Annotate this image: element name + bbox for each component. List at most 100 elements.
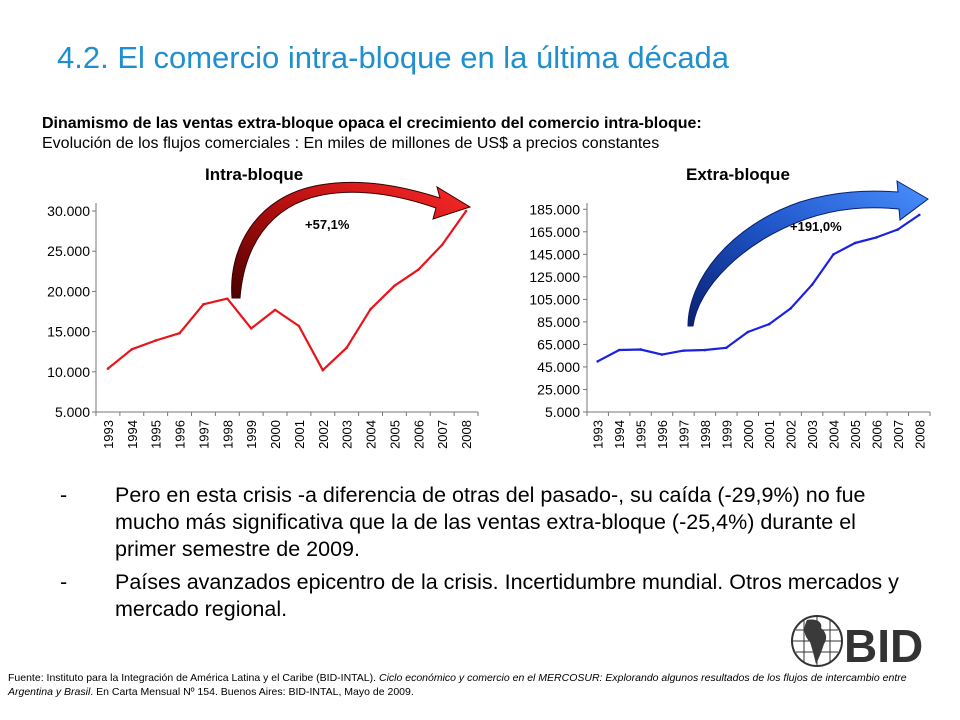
footer-part2: Ciclo económico y comercio en el MERCOSU… — [8, 672, 907, 698]
bullet-list: - Pero en esta crisis -a diferencia de o… — [60, 482, 900, 629]
x-tick-label: 2000 — [268, 420, 283, 449]
data-point — [617, 348, 621, 352]
data-point — [178, 331, 181, 335]
series-line — [107, 210, 467, 372]
x-tick-label: 2005 — [848, 420, 863, 449]
slide-subtitle: Dinamismo de las ventas extra-bloque opa… — [42, 114, 942, 154]
x-tick-label: 2006 — [869, 420, 884, 449]
data-point — [767, 322, 771, 326]
x-tick-label: 1998 — [220, 420, 235, 449]
series-line — [597, 213, 920, 363]
data-point — [202, 302, 205, 306]
charts-canvas: 5.000 10.000 15.000 20.000 25.000 30.000 1993 1… — [47, 180, 931, 449]
x-tick-label: 2007 — [891, 420, 906, 449]
footer-source: Fuente: Instituto para la Integración de… — [8, 671, 953, 699]
footer-part1: Fuente: Instituto para la Integración de… — [8, 672, 379, 684]
x-tick-label: 2008 — [912, 420, 927, 449]
bullet-text: Pero en esta crisis -a diferencia de otr… — [115, 483, 866, 561]
x-tick-label: 2000 — [741, 420, 756, 449]
bullet-item: - Países avanzados epicentro de la crisi… — [60, 569, 900, 623]
y-tick-label: 15.000 — [47, 324, 90, 340]
data-point — [321, 368, 325, 372]
data-point — [875, 236, 878, 239]
annotation-extra: +191,0% — [790, 219, 842, 234]
x-tick-label: 1993 — [101, 420, 116, 449]
x-tick-label: 2004 — [827, 420, 842, 449]
subtitle-normal: Evolución de los flujos comerciales : En… — [42, 135, 660, 152]
y-tick-label: 10.000 — [47, 364, 90, 380]
y-tick-label: 65.000 — [537, 336, 580, 352]
y-tick-label: 105.000 — [529, 291, 580, 307]
x-tick-label: 1996 — [655, 420, 670, 449]
x-tick-label: 1994 — [125, 420, 140, 449]
arrow-extra — [687, 180, 929, 327]
x-tick-label: 2005 — [387, 420, 402, 449]
data-point — [106, 367, 110, 370]
x-tick-label: 2003 — [805, 420, 820, 449]
x-tick-label: 1993 — [591, 420, 606, 449]
data-point — [853, 241, 857, 245]
annotation-intra: +57,1% — [305, 217, 350, 232]
subtitle-bold: Dinamismo de las ventas extra-bloque opa… — [42, 115, 702, 132]
data-point — [249, 327, 253, 330]
data-point — [130, 347, 134, 351]
x-tick-label: 2002 — [784, 420, 799, 449]
data-point — [810, 283, 814, 287]
data-point — [417, 268, 420, 272]
x-tick-label: 1995 — [149, 420, 164, 449]
data-point — [725, 346, 728, 350]
x-tick-label: 1997 — [676, 420, 691, 449]
chart-title-intra: Intra-bloque — [205, 165, 304, 184]
y-tick-label: 145.000 — [529, 246, 580, 262]
y-tick-label: 20.000 — [47, 283, 90, 299]
data-point — [369, 307, 372, 311]
x-tick-label: 1995 — [634, 420, 649, 449]
chart-intra-bloque: 5.000 10.000 15.000 20.000 25.000 30.000 1993 1… — [47, 203, 479, 449]
y-tick-label: 85.000 — [537, 314, 580, 330]
y-tick-label: 25.000 — [537, 381, 580, 397]
data-point — [703, 348, 707, 352]
x-tick-label: 1996 — [173, 420, 188, 449]
x-tick-label: 1999 — [719, 420, 734, 449]
x-tick-label: 1998 — [698, 420, 713, 449]
x-tick-label: 2002 — [316, 420, 331, 449]
y-tick-label: 45.000 — [537, 359, 580, 375]
data-point — [789, 307, 792, 310]
y-tick-label: 125.000 — [529, 269, 580, 285]
data-point — [596, 360, 600, 363]
data-point — [464, 209, 468, 213]
slide-title: 4.2. El comercio intra-bloque en la últi… — [57, 40, 730, 75]
x-tick-label: 2003 — [340, 420, 355, 449]
chart-extra-bloque: 5.000 25.000 45.000 65.000 85.000 105.000 125.… — [529, 201, 931, 449]
data-point — [832, 253, 835, 256]
y-tick-label: 5.000 — [55, 404, 90, 420]
data-point — [345, 346, 348, 349]
chart-title-extra: Extra-bloque — [686, 165, 790, 184]
y-tick-label: 185.000 — [529, 201, 580, 217]
x-tick-label: 2001 — [762, 420, 777, 449]
data-point — [660, 353, 664, 356]
data-point — [273, 308, 277, 312]
x-tick-label: 1999 — [244, 420, 259, 449]
arrow-intra — [231, 181, 472, 299]
bid-logo: BID — [791, 615, 923, 670]
data-point — [154, 339, 157, 342]
x-tick-label: 2001 — [292, 420, 307, 449]
data-point — [746, 330, 750, 334]
x-tick-label: 2006 — [411, 420, 426, 449]
bullet-text: Países avanzados epicentro de la crisis.… — [115, 570, 899, 621]
bullet-marker: - — [60, 570, 68, 594]
footer-part3: . En Carta Mensual Nº 154. Buenos Aires:… — [90, 686, 414, 698]
data-point — [297, 324, 301, 328]
data-point — [896, 228, 900, 231]
data-point — [682, 349, 685, 352]
x-tick-label: 2007 — [435, 420, 450, 449]
data-point — [393, 284, 396, 288]
y-tick-label: 5.000 — [545, 404, 580, 420]
bullet-marker: - — [60, 483, 68, 507]
x-tick-label: 2008 — [459, 420, 474, 449]
data-point — [917, 213, 921, 217]
x-tick-label: 2004 — [364, 420, 379, 449]
bid-logo-text: BID — [844, 620, 923, 670]
x-tick-label: 1994 — [612, 420, 627, 449]
